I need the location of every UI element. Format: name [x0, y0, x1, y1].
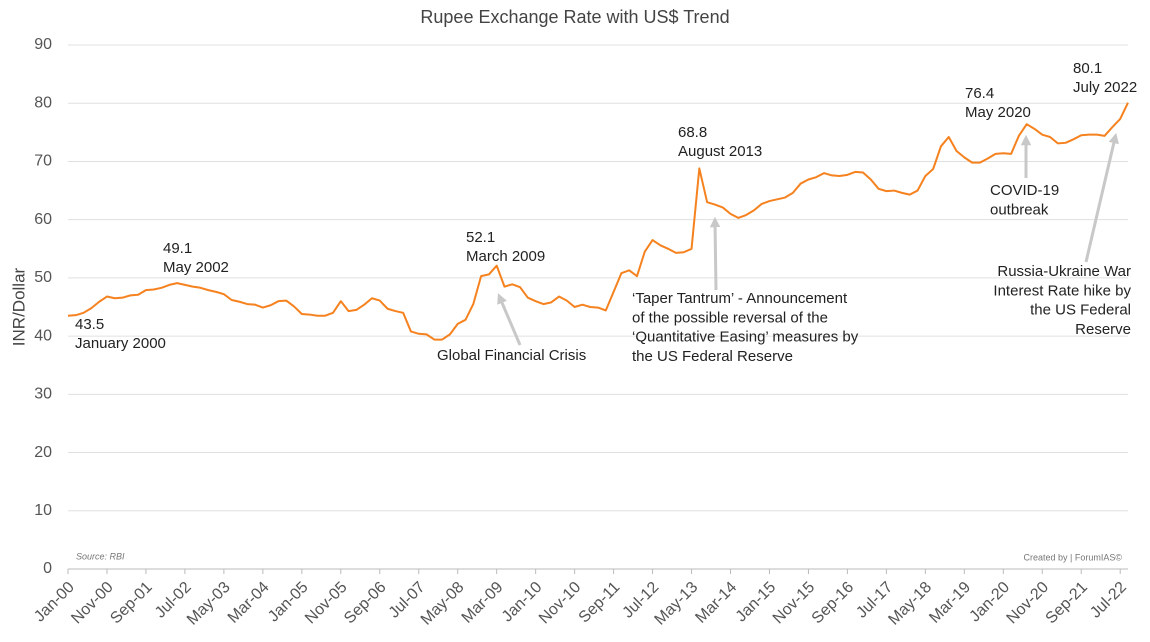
x-tick-label: Nov-15	[770, 579, 819, 628]
x-tick-label: Sep-01	[107, 579, 156, 628]
x-tick-label: Nov-05	[302, 579, 351, 628]
callout: ‘Taper Tantrum’ - Announcement	[632, 290, 848, 307]
x-tick-label: Sep-16	[809, 579, 858, 628]
callout: Russia-Ukraine War	[997, 263, 1131, 280]
callout: Global Financial Crisis	[437, 347, 586, 364]
annotation: May 2020	[965, 104, 1031, 121]
x-tick-label: May-03	[184, 579, 234, 629]
callout: Interest Rate hike by	[993, 282, 1131, 299]
source-note: Source: RBI	[76, 551, 125, 561]
callout: Reserve	[1075, 321, 1131, 338]
x-tick-label: May-08	[418, 579, 468, 629]
annotation: January 2000	[75, 335, 166, 352]
x-tick-label: Sep-06	[341, 579, 390, 628]
callout: the US Federal	[1030, 302, 1131, 319]
x-tick-label: Jul-22	[1087, 579, 1130, 622]
x-tick-label: Mar-14	[692, 579, 740, 627]
y-tick-label: 60	[34, 211, 52, 228]
x-tick-label: May-13	[652, 579, 702, 629]
callout: of the possible reversal of the	[632, 309, 828, 326]
y-tick-label: 70	[34, 153, 52, 170]
annotation: 43.5	[75, 316, 104, 333]
annotation: August 2013	[678, 143, 762, 160]
x-tick-label: Nov-10	[536, 579, 585, 628]
x-tick-label: Mar-19	[926, 579, 974, 627]
y-tick-label: 30	[34, 386, 52, 403]
callout: ‘Quantitative Easing’ measures by	[632, 329, 859, 346]
x-tick-label: Nov-20	[1004, 579, 1053, 628]
annotation: 68.8	[678, 124, 707, 141]
annotation: May 2002	[163, 259, 229, 276]
y-tick-label: 90	[34, 36, 52, 53]
y-axis-label: INR/Dollar	[9, 267, 28, 346]
annotation: March 2009	[466, 248, 545, 265]
x-tick-label: Sep-21	[1043, 579, 1092, 628]
x-tick-label: Mar-09	[459, 579, 507, 627]
credit-note: Created by | ForumIAS©	[1023, 552, 1122, 562]
callout: COVID-19	[990, 182, 1059, 199]
y-tick-label: 0	[43, 560, 52, 577]
annotation: 52.1	[466, 229, 495, 246]
x-tick-label: May-18	[885, 579, 935, 629]
y-tick-label: 40	[34, 327, 52, 344]
grid	[68, 44, 1128, 570]
x-tick-label: Sep-11	[576, 579, 624, 627]
annotation: 80.1	[1073, 60, 1102, 77]
y-tick-label: 80	[34, 94, 52, 111]
arrows	[497, 132, 1119, 346]
y-tick-label: 20	[34, 444, 52, 461]
annotation: 76.4	[965, 85, 994, 102]
annotation: July 2022	[1073, 79, 1137, 96]
y-tick-label: 10	[34, 502, 52, 519]
line-series	[67, 102, 1129, 341]
arrow	[497, 293, 522, 346]
arrow	[709, 216, 721, 291]
x-tick-label: Mar-04	[225, 579, 273, 627]
callout: the US Federal Reserve	[632, 348, 793, 365]
annotation: 49.1	[163, 240, 192, 257]
arrow	[1084, 132, 1119, 263]
x-tick-label: Nov-00	[68, 579, 117, 628]
callout: outbreak	[990, 201, 1049, 218]
chart-title: Rupee Exchange Rate with US$ Trend	[420, 7, 729, 27]
y-tick-label: 50	[34, 269, 52, 286]
